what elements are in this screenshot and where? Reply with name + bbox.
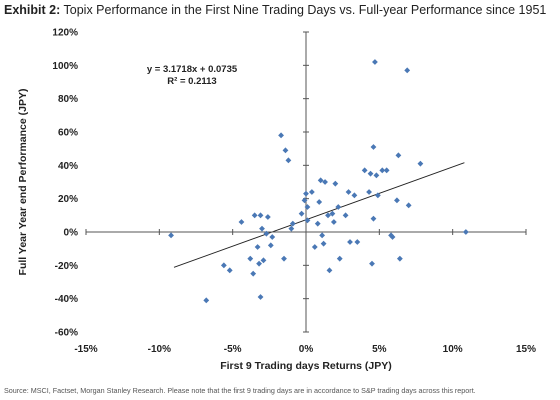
data-point xyxy=(373,172,380,179)
data-point xyxy=(238,219,245,225)
x-tick-label: 10% xyxy=(443,344,463,355)
data-point xyxy=(366,189,372,195)
data-point xyxy=(317,177,324,184)
data-point xyxy=(203,297,210,304)
data-point xyxy=(374,192,381,199)
title-text: Topix Performance in the First Nine Trad… xyxy=(63,3,547,17)
data-point xyxy=(168,232,174,239)
data-point xyxy=(322,179,328,185)
data-point xyxy=(361,167,368,174)
data-point xyxy=(319,232,326,239)
data-point xyxy=(329,210,336,217)
trendline xyxy=(173,162,465,268)
y-tick-label: 20% xyxy=(58,194,78,205)
data-point xyxy=(257,294,264,300)
x-tick-label: 5% xyxy=(372,344,387,355)
x-tick-label: -5% xyxy=(224,344,242,355)
data-point xyxy=(336,255,343,262)
chart-title: Exhibit 2: Topix Performance in the Firs… xyxy=(4,3,556,17)
data-point xyxy=(303,190,309,197)
data-point xyxy=(342,212,349,219)
data-point xyxy=(256,260,262,267)
trendline-layer xyxy=(173,162,465,268)
data-point xyxy=(370,144,377,150)
data-point xyxy=(260,257,267,264)
data-point xyxy=(404,67,411,74)
data-point xyxy=(395,152,402,159)
data-point xyxy=(250,270,257,277)
data-point xyxy=(330,219,337,225)
data-point xyxy=(335,204,342,210)
label-layer: 120% 100% 80% 60% 40% 20% 0% -20% -40% -60% -15% -1… xyxy=(17,28,536,373)
data-point xyxy=(394,197,400,204)
data-point xyxy=(288,225,295,232)
y-tick-label: 100% xyxy=(52,61,78,72)
data-point xyxy=(220,262,227,269)
data-point xyxy=(269,234,276,240)
data-point xyxy=(316,199,323,205)
data-point xyxy=(347,239,353,245)
data-point xyxy=(282,147,289,154)
data-point xyxy=(351,192,358,199)
data-point xyxy=(354,239,361,245)
y-tick-label: -40% xyxy=(55,294,78,305)
data-point xyxy=(311,244,318,250)
data-point xyxy=(325,212,331,219)
y-tick-label: 60% xyxy=(58,128,78,139)
x-tick-label: -10% xyxy=(148,344,171,355)
r-squared-label: R² = 0.2113 xyxy=(167,76,216,87)
data-point xyxy=(370,215,377,222)
data-points xyxy=(168,59,469,304)
data-point xyxy=(259,225,265,232)
data-point xyxy=(326,267,333,274)
data-point xyxy=(281,255,287,262)
data-point xyxy=(226,267,233,274)
data-point xyxy=(462,229,469,235)
data-point xyxy=(304,217,311,224)
data-point xyxy=(267,242,274,249)
y-tick-label: 80% xyxy=(58,94,78,105)
y-tick-label: 0% xyxy=(64,228,79,239)
data-point xyxy=(314,220,321,227)
data-point xyxy=(369,260,375,267)
data-point xyxy=(289,220,296,227)
data-point xyxy=(332,180,339,187)
data-point xyxy=(285,157,292,164)
x-axis-title: First 9 Trading days Returns (JPY) xyxy=(220,360,392,372)
data-point xyxy=(345,189,352,195)
source-note: Source: MSCI, Factset, Morgan Stanley Re… xyxy=(4,386,476,395)
data-point xyxy=(278,132,284,139)
x-tick-label: 15% xyxy=(516,344,536,355)
y-tick-label: -20% xyxy=(55,261,78,272)
data-point xyxy=(379,167,386,174)
data-point xyxy=(383,167,390,174)
data-point xyxy=(372,59,378,65)
data-point xyxy=(251,212,258,219)
data-point xyxy=(396,255,403,262)
data-point xyxy=(320,240,327,247)
data-point xyxy=(254,244,261,250)
axes-layer xyxy=(85,31,527,333)
data-point xyxy=(263,230,270,237)
y-tick-label: 120% xyxy=(52,28,78,39)
y-axis-title: Full Year Year end Performance (JPY) xyxy=(17,89,29,276)
data-point xyxy=(247,255,254,262)
y-tick-label: -60% xyxy=(55,328,78,339)
exhibit-label: Exhibit 2: xyxy=(4,3,61,17)
x-tick-label: -15% xyxy=(74,344,97,355)
y-tick-label: 40% xyxy=(58,161,78,172)
data-point xyxy=(298,210,305,217)
data-point xyxy=(301,197,308,204)
data-point xyxy=(389,234,396,240)
trendline-equation: y = 3.1718x + 0.0735 xyxy=(147,64,238,75)
x-tick-label: 0% xyxy=(299,344,314,355)
data-point xyxy=(308,189,315,195)
data-point xyxy=(367,170,374,177)
data-point xyxy=(405,202,412,209)
data-point xyxy=(257,212,264,219)
data-point xyxy=(304,204,311,210)
data-point xyxy=(264,214,271,220)
data-point xyxy=(417,160,424,167)
